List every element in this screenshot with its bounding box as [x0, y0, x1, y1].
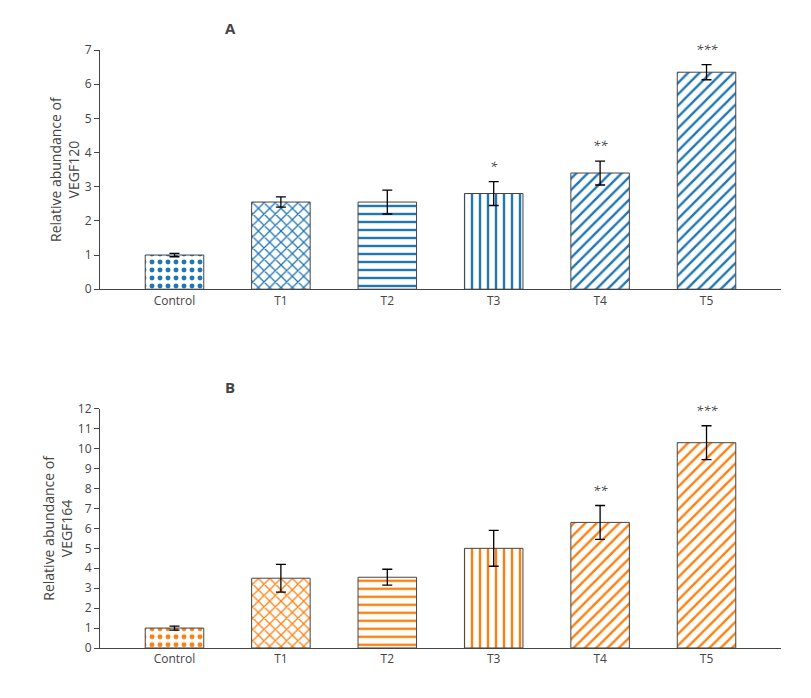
svg-text:Control: Control [154, 292, 196, 309]
svg-text:2: 2 [85, 599, 92, 616]
svg-text:0: 0 [85, 280, 92, 297]
svg-text:**: ** [593, 481, 608, 499]
svg-text:4: 4 [85, 559, 92, 576]
svg-text:T1: T1 [274, 650, 287, 667]
svg-text:11: 11 [78, 420, 92, 437]
svg-text:1: 1 [85, 246, 92, 263]
svg-text:T3: T3 [487, 292, 501, 309]
svg-text:*: * [490, 157, 498, 175]
svg-text:4: 4 [85, 144, 92, 161]
svg-text:1: 1 [85, 619, 92, 636]
svg-text:Relative abundance ofVEGF120: Relative abundance ofVEGF120 [46, 96, 83, 242]
svg-text:10: 10 [78, 440, 92, 457]
svg-text:6: 6 [85, 75, 92, 92]
svg-text:7: 7 [85, 500, 92, 517]
svg-text:5: 5 [85, 540, 92, 557]
svg-text:T2: T2 [381, 650, 395, 667]
svg-text:T3: T3 [487, 650, 501, 667]
svg-text:9: 9 [85, 460, 92, 477]
svg-text:T5: T5 [700, 650, 714, 667]
svg-text:0: 0 [85, 639, 92, 656]
svg-text:***: *** [696, 401, 718, 419]
svg-text:7: 7 [85, 41, 92, 58]
svg-text:T2: T2 [381, 292, 395, 309]
svg-text:Relative abundance ofVEGF164: Relative abundance ofVEGF164 [39, 455, 76, 601]
svg-text:3: 3 [85, 178, 92, 195]
svg-text:***: *** [696, 40, 718, 58]
svg-text:12: 12 [78, 400, 92, 417]
svg-text:5: 5 [85, 110, 92, 127]
svg-text:T1: T1 [274, 292, 287, 309]
svg-text:2: 2 [85, 212, 92, 229]
svg-text:T5: T5 [700, 292, 714, 309]
svg-text:**: ** [593, 136, 608, 154]
svg-text:T4: T4 [593, 650, 607, 667]
svg-text:Control: Control [154, 650, 196, 667]
svg-text:6: 6 [85, 520, 92, 537]
svg-text:3: 3 [85, 579, 92, 596]
svg-text:B: B [225, 377, 235, 397]
svg-text:T4: T4 [593, 292, 607, 309]
svg-text:A: A [225, 18, 236, 38]
svg-text:8: 8 [85, 480, 92, 497]
